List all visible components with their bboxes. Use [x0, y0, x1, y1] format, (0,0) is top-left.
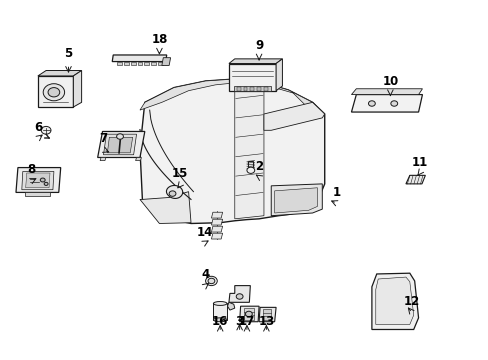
- Polygon shape: [98, 131, 144, 157]
- Polygon shape: [211, 226, 222, 232]
- Polygon shape: [140, 79, 324, 224]
- Text: 10: 10: [382, 75, 398, 88]
- Polygon shape: [38, 71, 81, 76]
- Circle shape: [40, 178, 45, 182]
- Polygon shape: [107, 137, 132, 153]
- Polygon shape: [248, 161, 253, 169]
- Polygon shape: [375, 277, 413, 324]
- Text: 14: 14: [196, 225, 212, 239]
- Polygon shape: [16, 167, 61, 193]
- Polygon shape: [228, 59, 282, 63]
- Text: 3: 3: [235, 315, 243, 328]
- Polygon shape: [257, 87, 261, 91]
- Text: 16: 16: [212, 315, 228, 328]
- Circle shape: [43, 84, 64, 101]
- Polygon shape: [211, 233, 222, 239]
- Polygon shape: [103, 134, 136, 155]
- Polygon shape: [259, 307, 276, 322]
- Polygon shape: [405, 175, 425, 184]
- Text: 9: 9: [254, 39, 263, 52]
- Polygon shape: [211, 212, 222, 218]
- Circle shape: [368, 101, 374, 106]
- Text: 6: 6: [34, 121, 42, 134]
- Polygon shape: [263, 309, 270, 320]
- Polygon shape: [100, 157, 106, 161]
- Polygon shape: [112, 55, 166, 62]
- Circle shape: [41, 126, 51, 134]
- Polygon shape: [158, 62, 163, 66]
- Circle shape: [245, 311, 252, 317]
- Polygon shape: [137, 62, 142, 66]
- Polygon shape: [123, 62, 128, 66]
- Text: 12: 12: [403, 296, 420, 309]
- Text: 11: 11: [410, 156, 427, 168]
- Polygon shape: [228, 63, 276, 91]
- Polygon shape: [351, 95, 422, 112]
- Polygon shape: [130, 62, 135, 66]
- Polygon shape: [140, 192, 191, 224]
- Text: 18: 18: [151, 32, 167, 46]
- Text: 2: 2: [255, 159, 263, 172]
- Text: 5: 5: [64, 47, 72, 60]
- Polygon shape: [117, 62, 122, 66]
- Polygon shape: [233, 86, 271, 91]
- Polygon shape: [243, 87, 247, 91]
- Polygon shape: [213, 303, 226, 320]
- Polygon shape: [144, 62, 149, 66]
- Polygon shape: [271, 184, 322, 216]
- Circle shape: [116, 134, 123, 139]
- Ellipse shape: [213, 318, 226, 322]
- Polygon shape: [211, 219, 222, 225]
- Polygon shape: [239, 306, 259, 322]
- Circle shape: [48, 87, 60, 97]
- Polygon shape: [227, 302, 234, 310]
- Polygon shape: [250, 87, 254, 91]
- Polygon shape: [166, 185, 183, 198]
- Text: 8: 8: [27, 163, 36, 176]
- Polygon shape: [162, 58, 170, 66]
- Circle shape: [44, 182, 48, 185]
- Polygon shape: [25, 193, 50, 196]
- Circle shape: [207, 278, 214, 284]
- Circle shape: [246, 167, 254, 174]
- Circle shape: [205, 276, 217, 285]
- Polygon shape: [22, 171, 54, 190]
- Polygon shape: [140, 79, 324, 117]
- Polygon shape: [371, 273, 418, 329]
- Polygon shape: [243, 308, 254, 320]
- Polygon shape: [276, 59, 282, 91]
- Polygon shape: [264, 87, 267, 91]
- Text: 7: 7: [99, 132, 107, 145]
- Text: 17: 17: [238, 315, 255, 328]
- Polygon shape: [26, 173, 50, 188]
- Polygon shape: [274, 188, 317, 213]
- Circle shape: [390, 101, 397, 106]
- Polygon shape: [237, 87, 241, 91]
- Polygon shape: [264, 102, 324, 130]
- Polygon shape: [351, 89, 422, 95]
- Circle shape: [236, 294, 243, 299]
- Polygon shape: [151, 62, 156, 66]
- Polygon shape: [135, 157, 141, 161]
- Text: 15: 15: [172, 167, 188, 180]
- Polygon shape: [73, 71, 81, 107]
- Ellipse shape: [213, 302, 226, 305]
- Text: 4: 4: [201, 268, 209, 281]
- Polygon shape: [228, 285, 250, 302]
- Text: 13: 13: [258, 315, 274, 328]
- Text: 1: 1: [332, 186, 340, 199]
- Polygon shape: [38, 76, 73, 107]
- Circle shape: [169, 191, 176, 196]
- Polygon shape: [234, 79, 264, 219]
